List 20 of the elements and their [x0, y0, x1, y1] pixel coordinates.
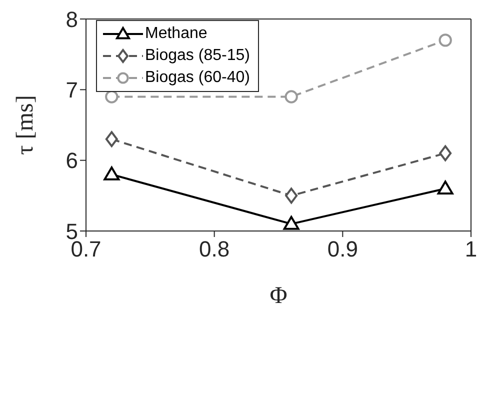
x-tick-label: 0.9	[327, 236, 358, 262]
x-axis-title: Φ	[270, 283, 288, 309]
x-tick-label: 0.8	[199, 236, 230, 262]
y-tick-label: 7	[66, 77, 78, 102]
point	[439, 145, 452, 162]
y-axis-title: τ [ms]	[12, 95, 39, 155]
legend-label: Biogas (85-15)	[145, 47, 250, 65]
x-tick-label: 1	[464, 236, 478, 262]
point	[284, 90, 298, 104]
point	[104, 166, 120, 180]
legend-label: Methane	[145, 25, 208, 43]
point	[437, 180, 454, 194]
point	[285, 188, 298, 204]
point	[105, 90, 118, 104]
legend-label: Biogas (60-40)	[145, 69, 250, 87]
point	[105, 131, 118, 148]
y-tick-label: 8	[66, 6, 78, 32]
point	[283, 216, 300, 230]
point	[438, 34, 452, 47]
y-tick-label: 6	[66, 148, 78, 174]
